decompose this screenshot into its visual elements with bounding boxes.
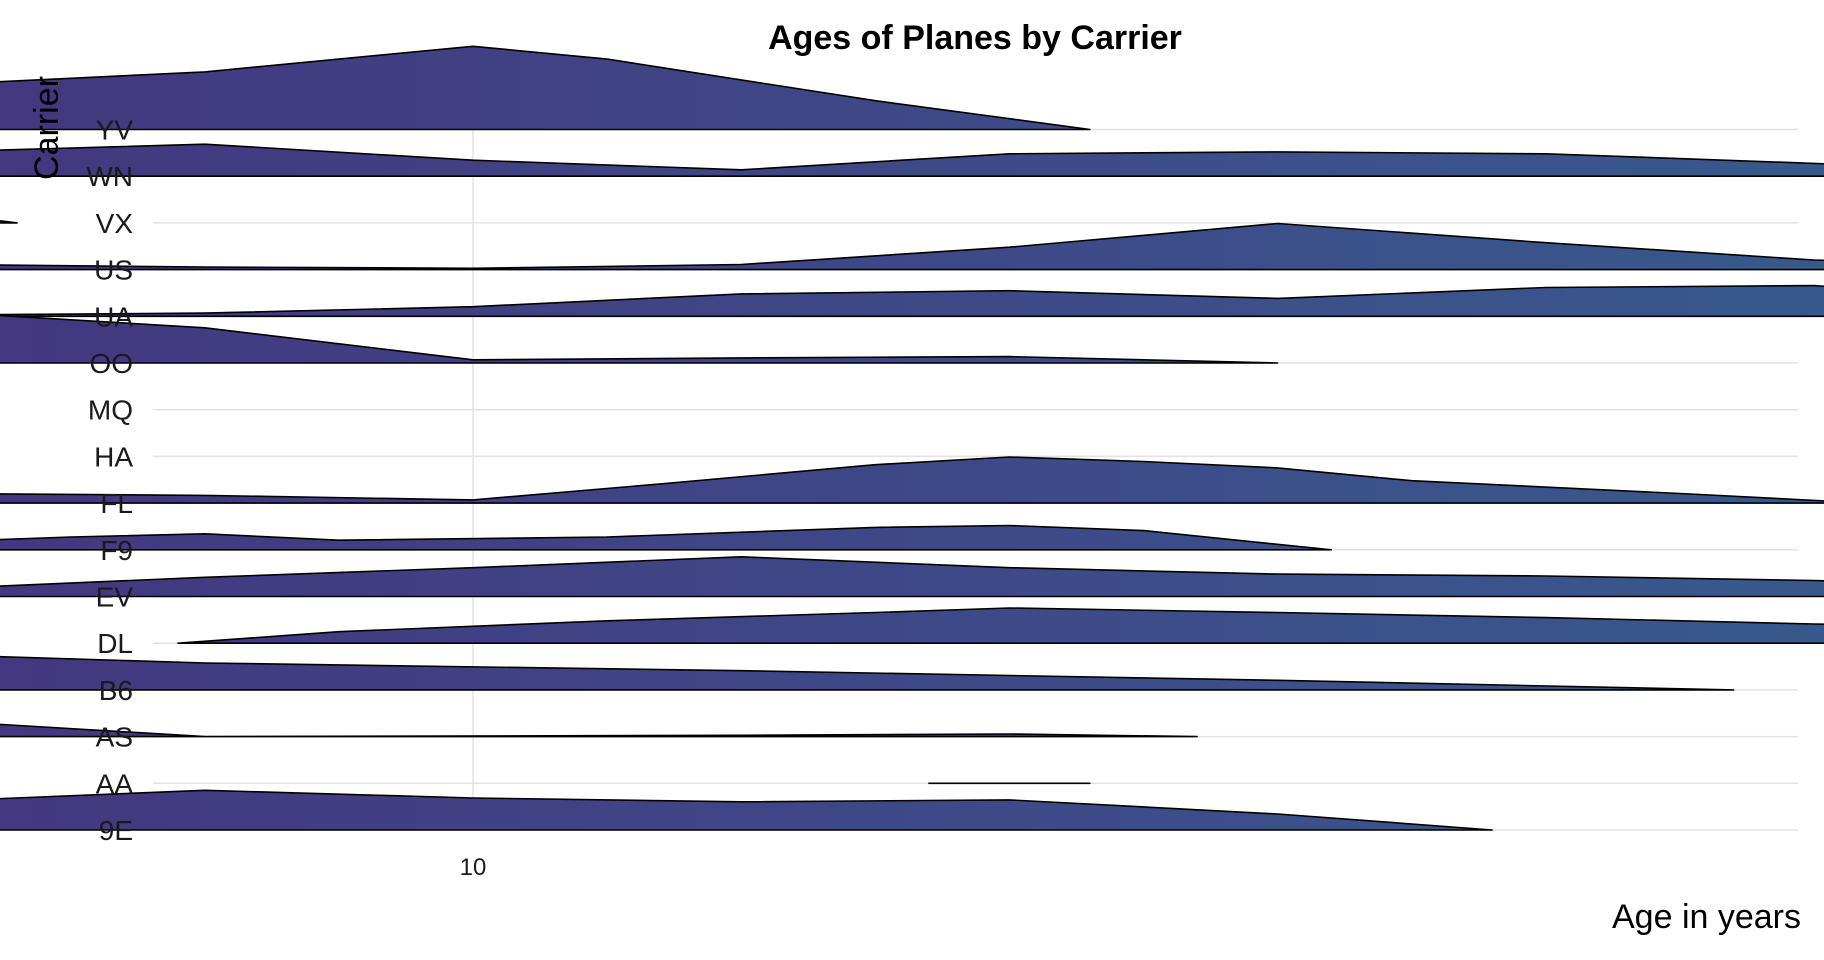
y-tick-label: DL bbox=[97, 628, 133, 659]
y-tick-label: AS bbox=[96, 722, 133, 753]
ridge-b6 bbox=[0, 655, 1735, 691]
chart-title: Ages of Planes by Carrier bbox=[768, 19, 1182, 57]
y-tick-label: F9 bbox=[100, 535, 133, 566]
y-tick-label: YV bbox=[96, 115, 134, 146]
y-tick-label: AA bbox=[96, 768, 134, 799]
x-tick-labels: 1020304050 bbox=[460, 854, 487, 881]
y-tick-label: B6 bbox=[99, 675, 133, 706]
y-tick-label: EV bbox=[96, 582, 134, 613]
ridge-9e bbox=[0, 789, 1493, 831]
ridge-fl bbox=[0, 456, 1824, 504]
grid-lines bbox=[153, 70, 1798, 831]
y-tick-label: MQ bbox=[88, 395, 133, 426]
ridge-us bbox=[0, 222, 1824, 271]
x-axis-label: Age in years bbox=[1612, 898, 1801, 936]
ridge-yv bbox=[0, 45, 1091, 131]
y-tick-label: US bbox=[94, 255, 133, 286]
y-tick-label: VX bbox=[96, 208, 134, 239]
y-tick-labels: YV WN VX US UA OO MQ HA FL F9 EV DL B6 AS AA 9E bbox=[86, 115, 133, 847]
ridge-dl bbox=[177, 607, 1824, 644]
ridge-wn bbox=[0, 143, 1824, 177]
ridge-vx bbox=[0, 220, 18, 224]
y-tick-label: WN bbox=[86, 161, 133, 192]
x-tick-label: 10 bbox=[460, 854, 487, 881]
y-axis-label: Carrier bbox=[28, 76, 66, 180]
y-tick-label: FL bbox=[100, 488, 133, 519]
y-tick-label: OO bbox=[89, 348, 133, 379]
ridge-as bbox=[0, 723, 1198, 738]
y-tick-label: 9E bbox=[99, 815, 133, 846]
ridges bbox=[0, 45, 1824, 831]
ridge-oo bbox=[0, 314, 1279, 364]
y-tick-label: HA bbox=[94, 441, 133, 472]
ridge-f9 bbox=[0, 524, 1332, 551]
ridge-ua bbox=[0, 284, 1824, 318]
y-tick-label: UA bbox=[94, 301, 133, 332]
ridge-ev bbox=[0, 556, 1824, 598]
